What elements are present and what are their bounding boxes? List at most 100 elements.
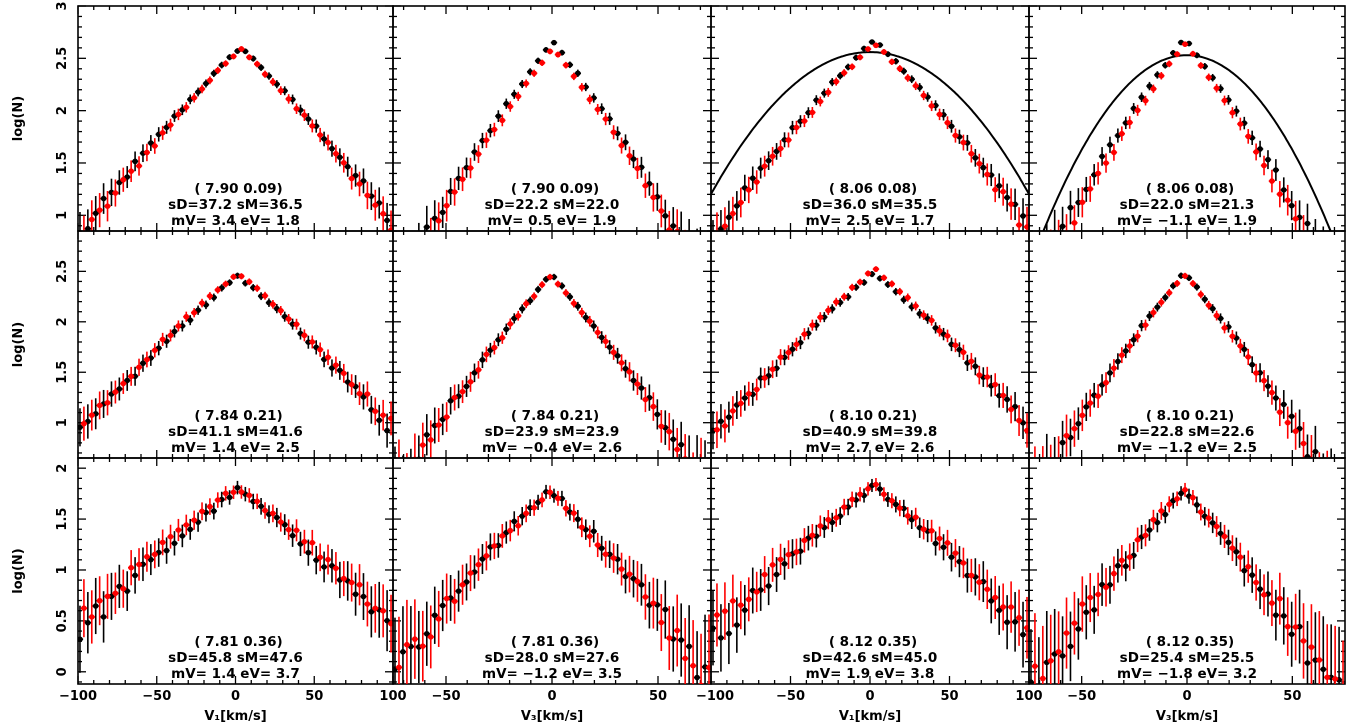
data-point (1221, 325, 1228, 331)
data-point (793, 549, 800, 555)
data-point (321, 136, 327, 142)
data-point (714, 231, 720, 237)
data-point (741, 607, 748, 613)
data-point (1312, 448, 1319, 455)
data-point (690, 478, 696, 484)
data-point (606, 344, 613, 350)
data-point (634, 578, 641, 585)
data-point (944, 119, 951, 126)
series-black (79, 48, 391, 231)
data-point (1209, 305, 1216, 312)
data-point (563, 505, 569, 512)
data-point (869, 39, 875, 45)
data-point (396, 664, 402, 671)
data-point (734, 622, 740, 628)
data-point (630, 575, 637, 582)
data-point (773, 571, 780, 578)
data-point (761, 163, 768, 169)
data-point (1166, 61, 1173, 67)
data-point (207, 77, 213, 84)
data-point (1178, 272, 1184, 279)
data-point (1126, 119, 1133, 126)
data-point (495, 113, 502, 119)
data-point (952, 342, 959, 349)
data-point (1277, 409, 1283, 415)
data-point (467, 165, 474, 171)
data-point (1029, 679, 1034, 684)
data-point (313, 123, 320, 129)
data-point (738, 602, 744, 608)
data-point (833, 78, 840, 85)
data-point (136, 561, 142, 568)
series-black (712, 39, 1027, 231)
data-point (112, 590, 119, 597)
panel-sigma-values: sD=25.4 sM=25.5 (1120, 650, 1255, 666)
data-point (171, 328, 178, 335)
data-point (1119, 352, 1125, 358)
data-point (1296, 425, 1303, 432)
data-point (948, 123, 955, 130)
data-point (1277, 191, 1283, 197)
data-point (547, 274, 553, 280)
panel-sigma-values: sD=36.0 sM=35.5 (803, 197, 938, 213)
data-point (698, 682, 704, 684)
data-point (179, 533, 186, 539)
data-point (928, 317, 935, 324)
data-point (270, 510, 276, 517)
data-point (301, 538, 308, 545)
data-point (1079, 601, 1086, 607)
data-point (1221, 533, 1228, 540)
data-point (435, 422, 442, 428)
panel-grid: ( 7.90 0.09)sD=37.2 sM=36.5mV= 3.4 eV= 1… (77, 5, 1346, 685)
data-point (666, 635, 673, 641)
data-point (1269, 600, 1275, 606)
data-point (781, 561, 788, 567)
data-point (132, 572, 138, 579)
data-point (427, 634, 434, 640)
data-point (1332, 676, 1338, 682)
data-point (996, 182, 1002, 189)
data-point (1253, 149, 1259, 155)
data-point (1134, 537, 1141, 543)
data-point (384, 427, 390, 434)
data-point (749, 175, 756, 182)
panel-mean-values: mV= 3.4 eV= 1.8 (171, 213, 300, 229)
data-point (285, 96, 292, 102)
data-point (396, 471, 402, 477)
data-point (1103, 379, 1109, 386)
data-point (238, 489, 245, 495)
panel-label: ( 7.81 0.36) (194, 634, 282, 650)
data-point (797, 118, 804, 125)
series-red (714, 42, 1029, 237)
data-point (128, 373, 134, 380)
data-point (662, 606, 669, 613)
data-point (171, 540, 178, 547)
data-point (1241, 346, 1248, 353)
data-point (726, 414, 732, 420)
data-point (1111, 570, 1117, 577)
data-point (682, 655, 688, 662)
data-point (889, 497, 895, 504)
data-point (1190, 494, 1196, 501)
data-point (567, 294, 573, 300)
data-point (230, 489, 237, 496)
data-point (305, 116, 312, 122)
data-point (499, 533, 506, 539)
data-point (309, 539, 316, 546)
data-point (420, 643, 426, 649)
data-point (435, 616, 442, 622)
data-point (638, 385, 645, 391)
data-point (1241, 567, 1248, 574)
data-point (877, 486, 883, 492)
data-point (1253, 579, 1259, 586)
data-point (769, 562, 776, 568)
data-point (968, 358, 975, 365)
data-point (722, 608, 728, 614)
data-point (211, 508, 217, 514)
data-point (1257, 369, 1263, 376)
data-point (104, 593, 111, 600)
data-point (590, 323, 597, 329)
data-point (428, 237, 434, 243)
data-point (1012, 201, 1018, 208)
data-point (427, 437, 434, 443)
